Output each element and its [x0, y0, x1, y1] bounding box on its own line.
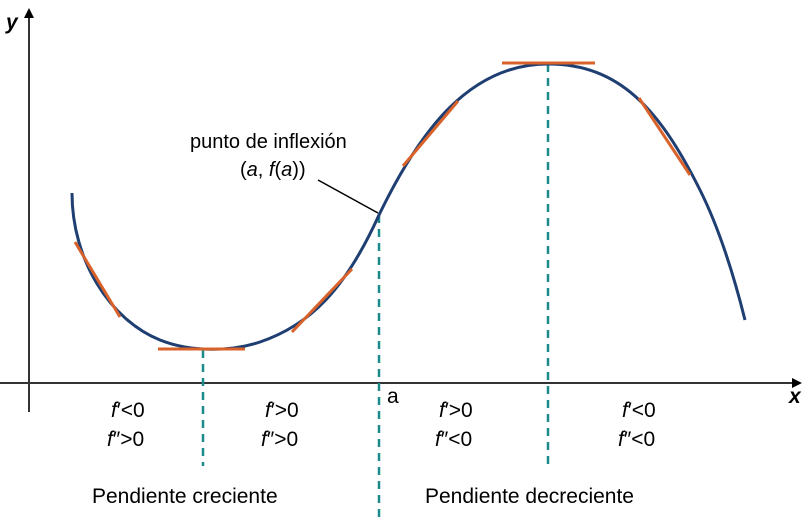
var-f: f [268, 159, 275, 181]
relation: <0 [448, 428, 473, 451]
point-a-label: a [387, 385, 399, 408]
x-axis-label: x [789, 385, 801, 408]
region-3-first-derivative: f′>0 [439, 400, 473, 421]
inflection-coordinates: (a, f(a)) [240, 160, 306, 180]
relation: <0 [120, 399, 145, 422]
separator: , [257, 159, 269, 181]
f-symbol: f [435, 428, 441, 451]
prime-mark: ′ [444, 399, 449, 422]
region-2-first-derivative: f′>0 [265, 400, 299, 421]
region-4-first-derivative: f′<0 [622, 400, 656, 421]
region-1-first-derivative: f′<0 [111, 400, 145, 421]
f-symbol: f [618, 428, 624, 451]
double-prime-mark: ″ [440, 428, 449, 451]
prime-mark: ′ [116, 399, 121, 422]
f-symbol: f [622, 399, 628, 422]
region-3-second-derivative: f″<0 [435, 429, 472, 450]
relation: <0 [631, 399, 656, 422]
tangent-line-3 [401, 100, 460, 167]
paren-close: )) [292, 159, 306, 181]
prime-mark: ′ [627, 399, 632, 422]
relation: >0 [448, 399, 473, 422]
paren-open: ( [240, 159, 247, 181]
var-a: a [246, 159, 258, 181]
annotation-pointer [317, 179, 379, 214]
region-2-second-derivative: f″>0 [261, 429, 298, 450]
relation: <0 [631, 428, 656, 451]
f-symbol: f [107, 428, 113, 451]
relation: >0 [274, 428, 299, 451]
tangent-line-2 [290, 267, 354, 334]
double-prime-mark: ″ [266, 428, 275, 451]
double-prime-mark: ″ [112, 428, 121, 451]
paren-inner: ( [274, 159, 282, 181]
region-4-second-derivative: f″<0 [618, 429, 655, 450]
relation: >0 [274, 399, 299, 422]
tangent-line-1 [73, 241, 122, 318]
f-symbol: f [111, 399, 117, 422]
double-prime-mark: ″ [623, 428, 632, 451]
prime-mark: ′ [270, 399, 275, 422]
f-symbol: f [261, 428, 267, 451]
var-a2: a [281, 159, 293, 181]
y-axis-label: y [6, 11, 18, 34]
f-symbol: f [265, 399, 271, 422]
caption-increasing-slope: Pendiente creciente [92, 485, 278, 508]
region-1-second-derivative: f″>0 [107, 429, 144, 450]
f-symbol: f [439, 399, 445, 422]
relation: >0 [120, 428, 145, 451]
function-curve [70, 62, 747, 351]
inflection-label: punto de inflexión [190, 131, 347, 153]
tangent-line-4 [637, 97, 692, 176]
caption-decreasing-slope: Pendiente decreciente [425, 485, 634, 508]
